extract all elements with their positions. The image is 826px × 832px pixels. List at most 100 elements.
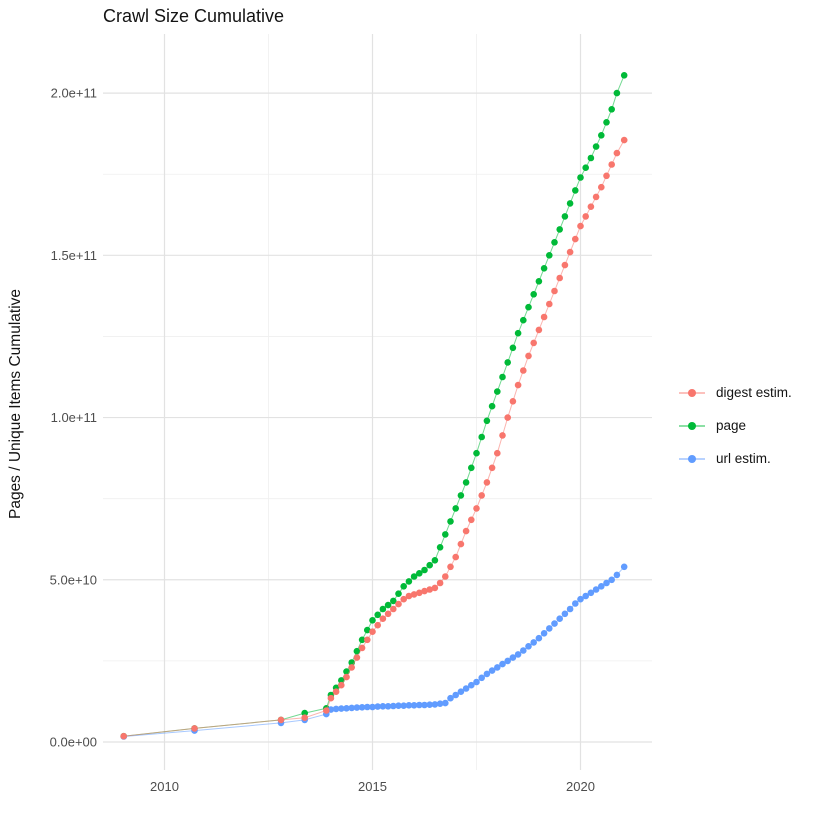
data-point xyxy=(546,625,553,632)
data-point xyxy=(483,479,491,486)
data-point xyxy=(120,732,127,740)
data-point xyxy=(358,704,366,711)
legend-item: digest estim. xyxy=(679,382,792,403)
data-point xyxy=(364,636,371,644)
data-point xyxy=(499,660,506,668)
data-point xyxy=(499,373,506,381)
data-point xyxy=(442,573,449,580)
data-point xyxy=(416,589,423,597)
data-point xyxy=(613,571,621,579)
data-point xyxy=(452,553,460,561)
y-axis-title: Pages / Unique Items Cumulative xyxy=(7,288,24,520)
data-point xyxy=(566,200,574,207)
data-point xyxy=(514,381,522,389)
data-point xyxy=(431,584,439,592)
data-point xyxy=(384,703,392,710)
x-tick-label: 2015 xyxy=(358,779,387,794)
data-point xyxy=(525,352,532,360)
series-line xyxy=(123,139,625,737)
data-point xyxy=(400,595,408,603)
series-line xyxy=(123,566,625,737)
data-point xyxy=(473,449,480,457)
data-point xyxy=(556,615,563,622)
data-point xyxy=(603,172,610,180)
legend-item: url estim. xyxy=(679,448,792,469)
data-point xyxy=(478,492,486,499)
data-point xyxy=(431,701,439,708)
data-point xyxy=(384,610,392,618)
y-tick-label: 1.5e+11 xyxy=(51,248,97,263)
data-point xyxy=(592,193,600,201)
data-point xyxy=(468,516,475,524)
data-point xyxy=(556,226,563,233)
data-point xyxy=(540,313,548,321)
data-point xyxy=(540,265,548,272)
legend-key-icon xyxy=(679,382,705,403)
data-point xyxy=(551,287,558,295)
data-point xyxy=(613,89,621,97)
data-point xyxy=(551,620,558,627)
data-point xyxy=(582,213,589,220)
data-point xyxy=(561,261,569,269)
data-point xyxy=(598,583,605,590)
data-point xyxy=(410,591,418,598)
data-point xyxy=(338,705,345,712)
data-point xyxy=(426,561,434,569)
data-point xyxy=(410,702,418,709)
data-point xyxy=(332,688,340,695)
legend-key-dot xyxy=(688,389,696,397)
data-point xyxy=(405,592,413,600)
data-point xyxy=(390,605,397,613)
data-point xyxy=(379,703,387,710)
data-point xyxy=(483,417,491,425)
data-point xyxy=(620,136,628,144)
data-point xyxy=(442,699,449,707)
data-point xyxy=(301,714,309,721)
data-point xyxy=(421,587,428,595)
data-point xyxy=(462,527,470,535)
data-point xyxy=(323,707,330,714)
data-point xyxy=(410,573,418,580)
data-point xyxy=(426,586,434,593)
data-point xyxy=(561,610,569,618)
legend-item: page xyxy=(679,415,792,436)
data-point xyxy=(457,540,465,548)
data-point xyxy=(592,586,600,593)
data-point xyxy=(343,673,350,681)
x-tick-label: 2010 xyxy=(150,779,179,794)
legend-label: page xyxy=(716,418,747,433)
y-tick-label: 5.0e+10 xyxy=(50,572,97,587)
data-point xyxy=(400,583,408,590)
data-point xyxy=(504,414,512,421)
data-point xyxy=(473,678,480,686)
legend-key-dot xyxy=(688,422,696,430)
data-point xyxy=(421,566,428,574)
data-point xyxy=(400,702,408,709)
legend-key-dot xyxy=(688,455,696,463)
data-point xyxy=(504,359,512,366)
data-point xyxy=(620,72,628,79)
data-point xyxy=(587,203,595,210)
data-point xyxy=(452,505,460,512)
data-point xyxy=(353,654,361,661)
data-point xyxy=(416,570,423,577)
legend: digest estim. page url estim. xyxy=(679,382,792,469)
data-point xyxy=(421,701,428,709)
data-point xyxy=(494,664,501,671)
data-point xyxy=(353,647,361,655)
data-point xyxy=(603,579,610,587)
data-point xyxy=(405,578,413,585)
data-point xyxy=(525,643,532,650)
data-point xyxy=(535,326,543,334)
data-point xyxy=(442,531,449,538)
data-point xyxy=(494,449,501,457)
data-point xyxy=(395,600,402,608)
data-point xyxy=(514,329,522,337)
legend-label: url estim. xyxy=(716,451,771,466)
data-point xyxy=(488,464,496,472)
data-point xyxy=(546,300,553,308)
data-point xyxy=(520,647,527,654)
data-point xyxy=(277,716,285,724)
